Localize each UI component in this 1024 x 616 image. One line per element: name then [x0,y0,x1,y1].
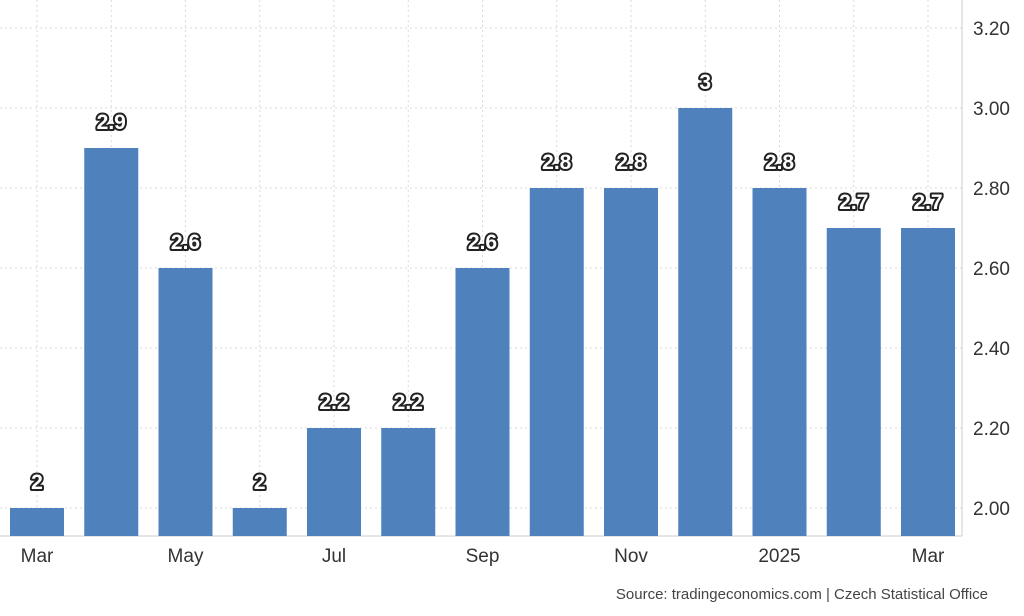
data-label: 2.7 [839,191,868,214]
data-label: 2.6 [468,231,497,254]
data-label: 2 [31,471,43,494]
data-label: 2.6 [171,231,200,254]
data-label: 3 [699,71,711,94]
data-label: 2.8 [616,151,646,174]
x-tick-label: Sep [466,546,500,567]
bar [826,228,881,536]
y-tick-label: 3.20 [973,19,1010,40]
data-label: 2.8 [542,151,572,174]
data-label: 2.2 [319,391,348,414]
data-labels: 2 2.9 2.6 2 2.2 2.2 2.6 2.8 2.8 3 2.8 2.7 2.7 [29,69,944,496]
x-tick-label: Mar [21,546,54,567]
bar [678,108,733,536]
bar [232,508,287,536]
x-tick-labels: Mar May Jul Sep Nov 2025 Mar [21,546,945,567]
x-tick-label: Jul [322,546,346,567]
x-tick-label: May [168,546,204,567]
x-tick-label: 2025 [758,546,800,567]
data-label: 2.9 [97,111,126,134]
y-tick-label: 2.20 [973,419,1010,440]
bar [604,188,658,536]
bars [10,108,955,536]
data-label: 2.8 [765,151,795,174]
x-tick-label: Nov [614,546,648,567]
bar [381,428,436,536]
bar [901,228,955,536]
x-tick-label: Mar [912,546,945,567]
bar [752,188,807,536]
y-tick-label: 2.60 [973,259,1010,280]
bar [10,508,64,536]
source-note: Source: tradingeconomics.com | Czech Sta… [616,586,988,603]
bar [307,428,361,536]
y-tick-label: 2.40 [973,339,1010,360]
y-tick-label: 2.00 [973,499,1010,520]
data-label: 2 [254,471,266,494]
bar [158,268,213,536]
bar [529,188,584,536]
y-tick-label: 2.80 [973,179,1010,200]
bar [455,268,510,536]
bar [84,148,139,536]
data-label: 2.7 [913,191,942,214]
y-tick-labels: 2.00 2.20 2.40 2.60 2.80 3.00 3.20 [973,19,1010,520]
data-label: 2.2 [394,391,423,414]
y-tick-label: 3.00 [973,99,1010,120]
